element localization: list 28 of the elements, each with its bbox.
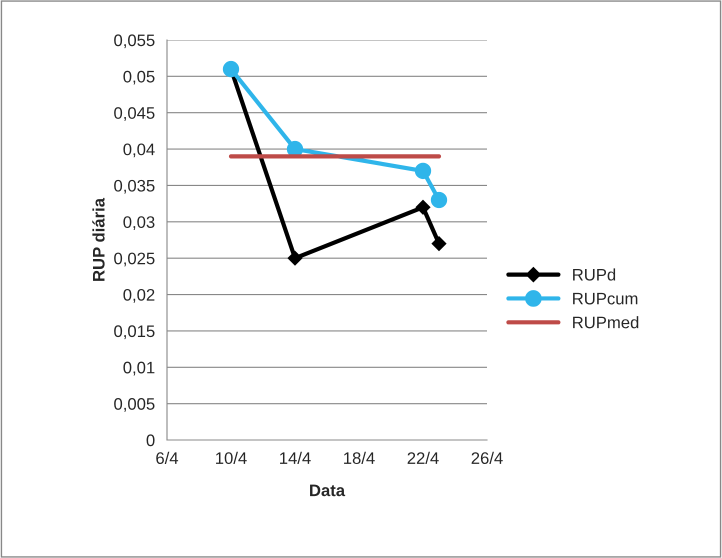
point [432, 236, 446, 252]
y-tick-label: 0,05 [123, 70, 154, 85]
y-axis-title: RUP diária [92, 198, 105, 281]
x-axis-title: Data [310, 484, 346, 496]
x-tick-label: 22/4 [408, 452, 439, 464]
y-tick-label: 0,005 [114, 398, 154, 412]
legend-label: RUPmed [573, 316, 638, 328]
point [414, 162, 432, 180]
y-tick-label: 0,025 [114, 252, 154, 266]
x-tick-label: 14/4 [280, 452, 311, 464]
y-tick-label: 0,015 [114, 325, 154, 340]
y-tick-label: 0,03 [123, 216, 154, 230]
y-tick-label: 0,055 [114, 34, 154, 48]
y-tick-label: 0,04 [123, 143, 155, 158]
x-tick-label: 18/4 [344, 452, 375, 464]
legend-label: RUPcum [573, 292, 638, 304]
y-tick-label: 0,045 [114, 107, 154, 121]
point [430, 192, 448, 208]
x-tick-label: 6/4 [156, 452, 178, 464]
y-tick-label: 0 [146, 434, 155, 446]
y-tick-label: 0,02 [123, 288, 154, 303]
y-tick-label: 0,01 [123, 362, 154, 376]
x-tick-label: 26/4 [472, 452, 503, 464]
y-tick-label: 0,035 [114, 180, 154, 194]
point [416, 200, 430, 215]
legend-label: RUPd [573, 268, 616, 281]
point [288, 250, 302, 266]
x-tick-label: 10/4 [216, 452, 247, 464]
